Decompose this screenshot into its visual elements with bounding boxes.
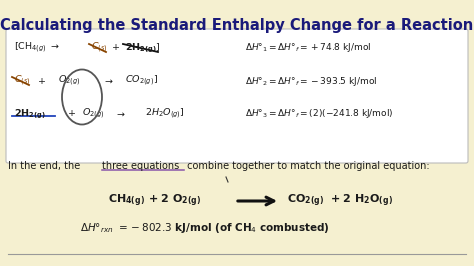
Text: Calculating the Standard Enthalpy Change for a Reaction: Calculating the Standard Enthalpy Change… xyxy=(0,18,474,33)
Text: +: + xyxy=(68,110,76,118)
Text: In the end, the: In the end, the xyxy=(8,161,83,171)
Text: $\Delta H°_3 = \Delta H°_f = (2)(-241.8$ kJ/mol$)$: $\Delta H°_3 = \Delta H°_f = (2)(-241.8$… xyxy=(245,107,393,120)
Text: $\mathbf{CO_{2(g)}}$: $\mathbf{CO_{2(g)}}$ xyxy=(287,193,324,209)
Text: combine together to match the original equation:: combine together to match the original e… xyxy=(184,161,429,171)
Text: $\Delta H°_2 = \Delta H°_f = -393.5$ kJ/mol: $\Delta H°_2 = \Delta H°_f = -393.5$ kJ/… xyxy=(245,74,377,88)
Text: $\mathbf{+ \ 2 \ O_{2(g)}}$: $\mathbf{+ \ 2 \ O_{2(g)}}$ xyxy=(148,193,201,209)
Text: $O_{2(g)}$: $O_{2(g)}$ xyxy=(82,107,105,121)
Text: +: + xyxy=(38,77,46,85)
Text: $\mathbf{CH_{4(g)}}$: $\mathbf{CH_{4(g)}}$ xyxy=(108,193,145,209)
Text: $\Delta H°_{rxn}$ $= -802.3$ kJ/mol (of CH$_4$ combusted): $\Delta H°_{rxn}$ $= -802.3$ kJ/mol (of … xyxy=(80,221,330,235)
FancyBboxPatch shape xyxy=(6,29,468,163)
Text: +: + xyxy=(112,44,120,52)
Text: $\rightarrow$: $\rightarrow$ xyxy=(103,77,114,85)
Text: $2H_2O_{(g)}$]: $2H_2O_{(g)}$] xyxy=(145,107,185,121)
Text: $\mathbf{2H_{2(g)}}$]: $\mathbf{2H_{2(g)}}$] xyxy=(125,41,160,55)
Text: $O_{2(g)}$: $O_{2(g)}$ xyxy=(58,74,81,88)
Text: $\it{C}_{(s)}$: $\it{C}_{(s)}$ xyxy=(91,41,108,55)
Text: three equations: three equations xyxy=(102,161,179,171)
Text: $\it{C}_{(s)}$: $\it{C}_{(s)}$ xyxy=(14,74,31,88)
Text: $\mathbf{2H_{2(g)}}$: $\mathbf{2H_{2(g)}}$ xyxy=(14,107,46,120)
Text: $\rightarrow$: $\rightarrow$ xyxy=(115,110,127,118)
Text: [CH$_{4(g)}$ $\rightarrow$: [CH$_{4(g)}$ $\rightarrow$ xyxy=(14,41,60,55)
Text: $\mathbf{+ \ 2 \ H_2O_{(g)}}$: $\mathbf{+ \ 2 \ H_2O_{(g)}}$ xyxy=(330,193,393,209)
Text: $CO_{2(g)}$]: $CO_{2(g)}$] xyxy=(125,74,158,88)
Text: $\Delta H°_1 = \Delta H°_f = +74.8$ kJ/mol: $\Delta H°_1 = \Delta H°_f = +74.8$ kJ/m… xyxy=(245,41,372,55)
